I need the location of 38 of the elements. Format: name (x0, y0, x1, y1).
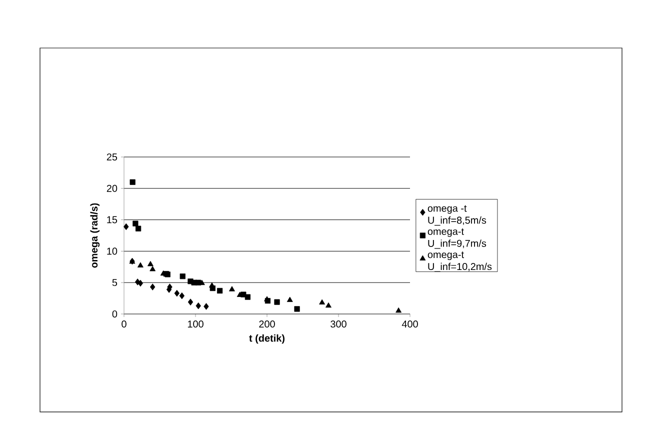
point (132, 220, 138, 226)
y-tick-label: 20 (106, 184, 118, 192)
x-tick-label: 0 (122, 320, 126, 328)
point (150, 284, 156, 290)
point (204, 303, 209, 310)
point (229, 286, 235, 292)
point (396, 307, 402, 313)
y-tick-label: 5 (112, 279, 118, 286)
point (174, 290, 180, 297)
legend-label: omega-t U_inf=10,2m/s (428, 252, 492, 272)
y-tick-label: 10 (107, 248, 118, 255)
point (286, 296, 293, 302)
point (244, 294, 251, 300)
point (130, 179, 136, 185)
y-tick-label: 25 (106, 153, 118, 161)
point (124, 223, 129, 230)
point (136, 226, 142, 232)
x-tick-label: 100 (188, 320, 204, 328)
point (137, 262, 144, 268)
y-axis-title: omega (rad/s) (90, 203, 100, 268)
y-tick-label: 0 (112, 310, 118, 318)
point (150, 266, 156, 272)
point (319, 299, 326, 304)
x-tick-label: 400 (402, 320, 418, 328)
point (179, 292, 185, 300)
y-tick-label: 15 (107, 216, 118, 224)
point (274, 299, 280, 305)
x-tick-label: 200 (259, 320, 275, 328)
x-axis-title: t (detik) (249, 334, 284, 344)
point (196, 302, 201, 310)
point (180, 274, 186, 280)
point (147, 260, 154, 266)
x-tick-label: 300 (330, 320, 346, 328)
point (188, 298, 194, 306)
point (138, 280, 144, 287)
point (326, 302, 332, 308)
point (217, 288, 223, 294)
point (294, 306, 300, 312)
